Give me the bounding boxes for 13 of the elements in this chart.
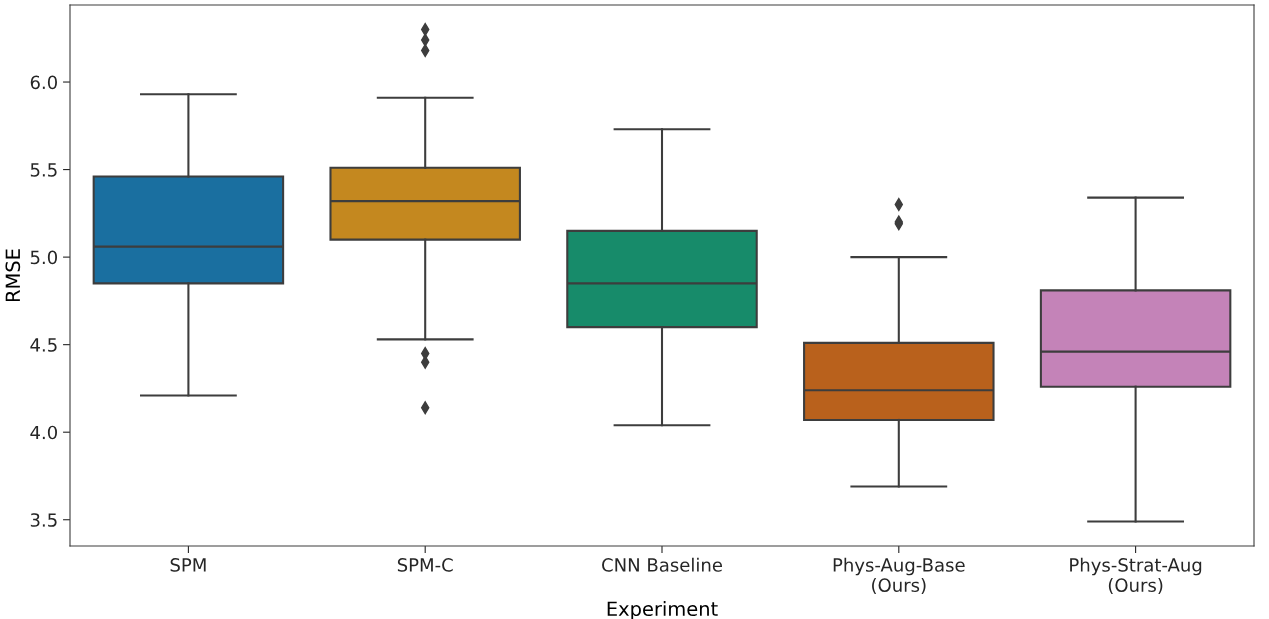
x-tick-label: Phys-Strat-Aug (Ours) [1070, 557, 1202, 595]
y-tick-label: 4.5 [30, 338, 57, 352]
x-tick-label: SPM-C [397, 558, 453, 572]
y-tick-label: 3.5 [30, 513, 57, 527]
y-tick-label: 5.5 [30, 163, 57, 177]
x-tick-label: SPM [170, 558, 206, 572]
y-tick-label: 4.0 [30, 425, 57, 440]
x-tick-label: Phys-Aug-Base (Ours) [833, 557, 965, 595]
y-tick-label: 5.0 [30, 250, 57, 265]
x-tick-label: CNN Baseline [602, 557, 722, 572]
x-axis-title: Experiment [607, 601, 718, 619]
y-tick-label: 6.0 [30, 75, 57, 90]
y-axis-title: RMSE [5, 249, 21, 302]
